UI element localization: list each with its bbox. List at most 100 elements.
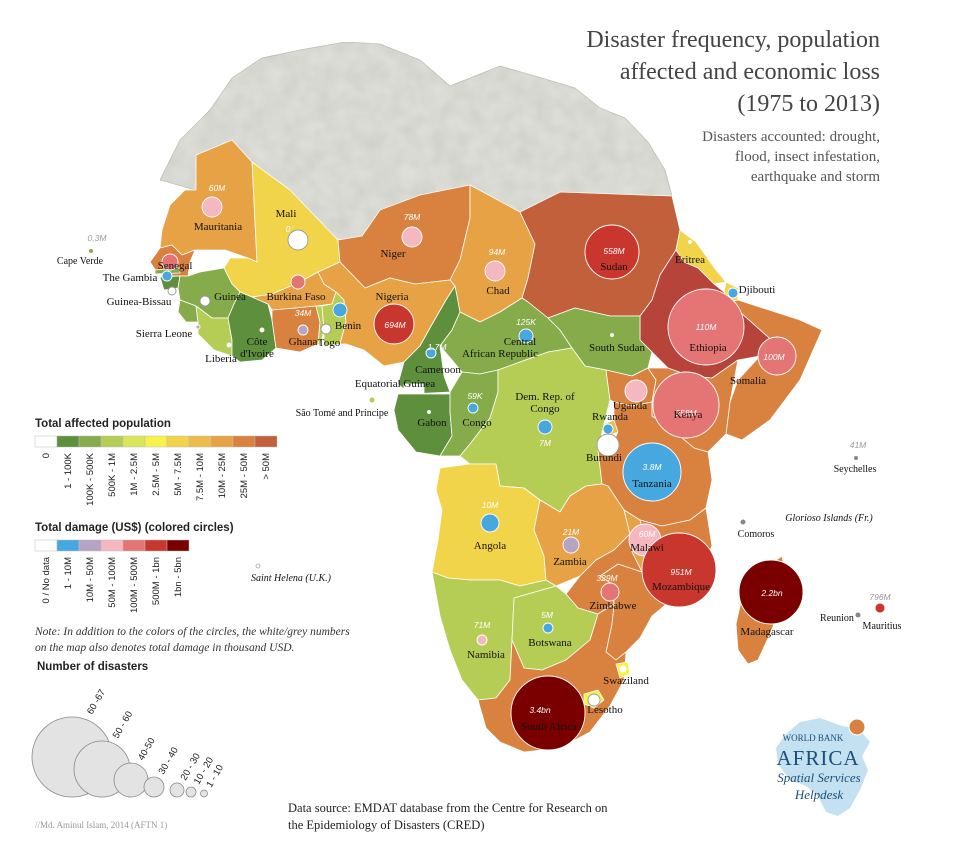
value-mauritania: 60M bbox=[209, 183, 226, 193]
label-seychelles: Seychelles bbox=[834, 464, 877, 475]
circle-liberia bbox=[226, 342, 232, 348]
label-gambia: The Gambia bbox=[103, 272, 158, 284]
legend-damage-swatch bbox=[144, 539, 168, 552]
value-mali: 0 bbox=[286, 224, 291, 234]
label-nigeria: Nigeria bbox=[376, 291, 409, 303]
legend-pop-swatch bbox=[56, 435, 80, 448]
value-kenya: 258M bbox=[674, 408, 697, 418]
subtitle-line-2: flood, insect infestation, bbox=[735, 149, 880, 165]
legend-pop-swatch bbox=[122, 435, 146, 448]
label-saint-helena: Saint Helena (U.K.) bbox=[251, 573, 332, 584]
legend-damage-label: 1 - 10M bbox=[63, 557, 74, 589]
label-comoros: Comoros bbox=[738, 529, 775, 540]
value-tanzania: 3.8M bbox=[643, 462, 663, 472]
label-somalia: Somalia bbox=[730, 375, 766, 387]
legend-damage: 0 / No data 1 - 10M 10M - 50M 50M - 100M 100… bbox=[34, 539, 190, 613]
value-seychelles: 41M bbox=[850, 440, 867, 450]
value-congo: 59K bbox=[467, 391, 482, 401]
label-rwanda: Rwanda bbox=[592, 411, 628, 423]
label-mali: Mali bbox=[276, 208, 297, 220]
label-djibouti: Djibouti bbox=[739, 284, 776, 296]
circle-mozambique bbox=[641, 532, 717, 608]
value-zimbabwe: 329M bbox=[596, 573, 618, 583]
label-senegal: Senegal bbox=[158, 260, 193, 272]
author-credit: //Md. Aminul Islam, 2014 (AFTN 1) bbox=[35, 820, 168, 830]
label-sudan: Sudan bbox=[600, 261, 628, 273]
globe-icon bbox=[848, 718, 866, 736]
legend-pop-swatch bbox=[254, 435, 278, 448]
legend-damage-label: 100M - 500M bbox=[129, 557, 140, 613]
value-mauritius: 796M bbox=[869, 592, 891, 602]
label-south-africa: South Africa bbox=[521, 721, 577, 733]
legend-population-title: Total affected population bbox=[35, 418, 171, 430]
label-ghana: Ghana bbox=[289, 336, 318, 348]
legend-damage-swatch bbox=[34, 539, 58, 552]
label-cote-line1: Côte bbox=[247, 336, 268, 348]
label-angola: Angola bbox=[474, 540, 507, 552]
label-glorioso: Glorioso Islands (Fr.) bbox=[785, 513, 873, 524]
label-niger: Niger bbox=[380, 248, 405, 260]
legend-disaster-label: 60 -67 bbox=[85, 688, 108, 717]
circle-south-africa bbox=[510, 675, 586, 751]
label-namibia: Namibia bbox=[467, 649, 505, 661]
label-zambia: Zambia bbox=[553, 556, 587, 568]
legend-population: 0 1 - 100K 100K - 500K 500K - 1M 1M - 2.5M 2.… bbox=[34, 435, 278, 506]
label-cote-line2: d'Ivoire bbox=[240, 348, 274, 360]
value-cape-verde: 0.3M bbox=[88, 233, 108, 243]
legend-damage-swatch bbox=[78, 539, 102, 552]
circle-lesotho bbox=[587, 693, 601, 707]
value-somalia: 100M bbox=[763, 352, 785, 362]
subtitle-line-3: earthquake and storm bbox=[750, 169, 880, 185]
value-madagascar: 2.2bn bbox=[760, 588, 783, 598]
circle-botswana bbox=[542, 622, 554, 634]
circle-gambia bbox=[161, 270, 173, 282]
logo-worldbank: WORLD BANK bbox=[783, 733, 844, 743]
circle-madagascar bbox=[738, 559, 804, 625]
circle-angola bbox=[480, 513, 500, 533]
circle-cote-divoire bbox=[259, 327, 265, 333]
circle-congo bbox=[467, 402, 479, 414]
circle-benin bbox=[332, 302, 348, 318]
legend-damage-swatch bbox=[122, 539, 146, 552]
value-malawi: 60M bbox=[639, 529, 656, 539]
label-guinea-bissau: Guinea-Bissau bbox=[107, 296, 172, 308]
label-swaziland: Swaziland bbox=[603, 675, 649, 687]
label-burundi: Burundi bbox=[586, 452, 622, 464]
label-chad: Chad bbox=[486, 285, 510, 297]
circle-cameroon bbox=[425, 347, 437, 359]
world-bank-logo: WORLD BANK AFRICA Spatial Services Helpd… bbox=[776, 718, 870, 816]
circle-sierra-leone bbox=[195, 324, 201, 330]
circle-guinea bbox=[199, 295, 211, 307]
label-car-line1: Central bbox=[504, 336, 536, 348]
legend-disaster-label: 30 - 40 bbox=[157, 745, 181, 776]
map-note: Note: In addition to the colors of the c… bbox=[35, 626, 350, 654]
label-cameroon: Cameroon bbox=[415, 364, 461, 376]
label-liberia: Liberia bbox=[205, 353, 237, 365]
legend-pop-label: 10M - 25M bbox=[217, 453, 228, 498]
value-south-africa: 3.4bn bbox=[529, 705, 551, 715]
legend-damage-swatch bbox=[166, 539, 190, 552]
circle-niger bbox=[401, 226, 423, 248]
reunion-dot bbox=[855, 612, 861, 618]
label-drc-line1: Dem. Rep. of bbox=[515, 391, 575, 403]
sao-tome-dot bbox=[369, 397, 375, 403]
circle-togo bbox=[320, 323, 332, 335]
saint-helena-dot bbox=[255, 563, 261, 569]
circle-swaziland bbox=[619, 665, 627, 673]
label-car-line2: African Republic bbox=[462, 348, 538, 360]
value-angola: 10M bbox=[482, 500, 499, 510]
label-malawi: Malawi bbox=[630, 542, 664, 554]
label-gabon: Gabon bbox=[417, 417, 447, 429]
source-line-2: the Epidemiology of Disasters (CRED) bbox=[288, 818, 485, 832]
title-line-1: Disaster frequency, population bbox=[586, 27, 880, 53]
legend-pop-label: 100K - 500K bbox=[85, 452, 96, 505]
circle-car bbox=[518, 328, 534, 344]
map-subtitle: Disasters accounted: drought, flood, ins… bbox=[702, 127, 880, 187]
legend-pop-swatch bbox=[78, 435, 102, 448]
legend-damage-label: 50M - 100M bbox=[107, 557, 118, 608]
legend-damage-title: Total damage (US$) (colored circles) bbox=[35, 522, 234, 534]
legend-disaster-circle bbox=[169, 782, 185, 798]
damage-value-labels: 60M 0 78M 94M 558M 110M 100M 694M 34M 12… bbox=[88, 183, 892, 715]
